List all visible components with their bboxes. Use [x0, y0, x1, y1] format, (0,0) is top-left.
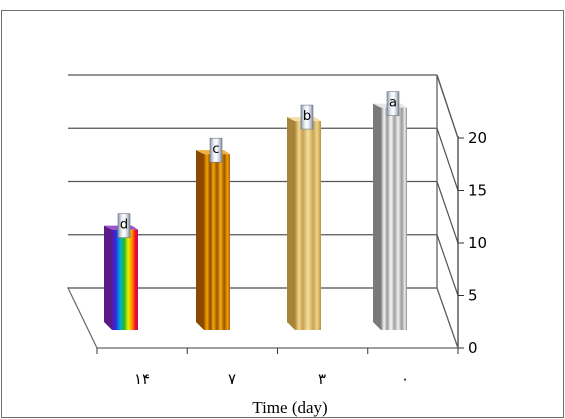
x-axis-label: Time (day) — [252, 398, 327, 417]
y-tick-labels: 0 5 10 15 20 — [468, 129, 487, 357]
y-tick-label: 0 — [468, 339, 478, 357]
bar-2: b — [287, 104, 321, 330]
bars: d c b a — [104, 91, 407, 330]
bar-front — [204, 154, 230, 330]
x-tick-label: ۱۴ — [134, 370, 150, 388]
bar-side — [104, 225, 112, 330]
bar-side — [373, 103, 381, 330]
gridline-side — [436, 234, 459, 296]
significance-label-box — [300, 104, 314, 130]
x-tick-labels: ۱۴ ۷ ۳ ۰ — [134, 370, 409, 388]
x-tick-label: ۰ — [401, 370, 409, 388]
significance-label-box — [209, 137, 223, 163]
side-wall-top — [436, 74, 459, 139]
gridline-side — [436, 128, 459, 191]
x-tick-label: ۷ — [228, 370, 236, 388]
y-tick-label: 10 — [468, 234, 487, 252]
bar-side — [196, 150, 204, 330]
bar-0: d — [104, 213, 138, 330]
significance-letter: b — [303, 109, 311, 124]
bar-front — [112, 229, 138, 330]
significance-label-box — [386, 91, 400, 116]
y-tick-label: 5 — [468, 287, 478, 305]
bar-front — [295, 121, 321, 330]
bar-3: a — [373, 91, 407, 330]
bar-side — [287, 117, 295, 330]
bar-front — [381, 107, 407, 330]
significance-letter: d — [120, 218, 128, 233]
y-tick-label: 20 — [468, 129, 487, 147]
significance-letter: a — [389, 96, 397, 111]
bar-1: c — [196, 137, 230, 330]
x-tick-label: ۳ — [318, 370, 326, 388]
gridline-side — [436, 181, 459, 244]
significance-label-box — [117, 213, 131, 238]
chart-frame — [1, 10, 564, 418]
y-tick-label: 15 — [468, 182, 487, 200]
significance-letter: c — [212, 142, 219, 157]
